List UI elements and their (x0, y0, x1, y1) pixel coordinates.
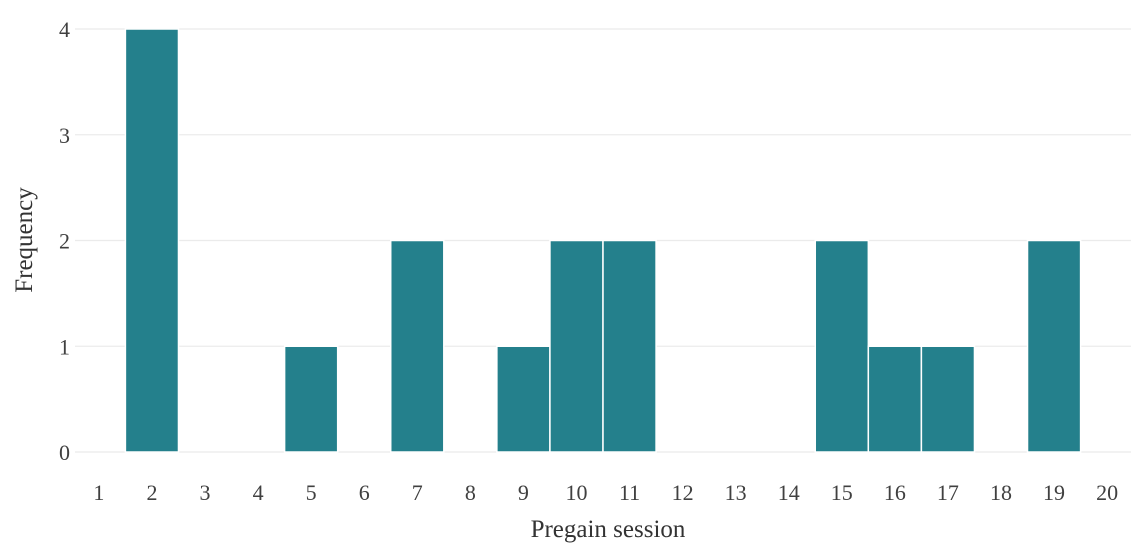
y-tick-label: 4 (59, 17, 70, 42)
bar-session-2 (124, 28, 180, 453)
x-tick-label: 2 (146, 480, 157, 505)
x-tick-label: 20 (1096, 480, 1118, 505)
y-tick-labels: 0 1 2 3 4 (59, 17, 70, 465)
bar-session-19 (1026, 239, 1082, 453)
x-tick-label: 4 (253, 480, 264, 505)
x-tick-label: 7 (412, 480, 423, 505)
bars (124, 28, 1082, 453)
x-tick-label: 5 (306, 480, 317, 505)
y-tick-label: 0 (59, 440, 70, 465)
bar-session-10 (549, 239, 604, 453)
x-tick-label: 17 (937, 480, 959, 505)
y-tick-label: 2 (59, 229, 70, 254)
x-tick-label: 8 (465, 480, 476, 505)
x-tick-label: 6 (359, 480, 370, 505)
bar-session-17 (920, 345, 976, 453)
x-tick-label: 15 (831, 480, 853, 505)
x-tick-labels: 1 2 3 4 5 6 7 8 9 10 11 12 13 14 15 16 17 18 19 20 (93, 480, 1118, 505)
x-tick-label: 16 (884, 480, 906, 505)
bar-session-7 (389, 239, 445, 453)
x-tick-label: 3 (200, 480, 211, 505)
y-tick-label: 3 (59, 123, 70, 148)
x-axis-title: Pregain session (531, 516, 686, 543)
x-tick-label: 1 (93, 480, 104, 505)
bar-session-16 (867, 345, 923, 453)
bar-session-5 (283, 345, 339, 453)
bar-session-11 (602, 239, 657, 453)
x-tick-label: 11 (619, 480, 640, 505)
x-tick-label: 10 (565, 480, 587, 505)
x-tick-label: 18 (990, 480, 1012, 505)
x-tick-label: 19 (1043, 480, 1065, 505)
bar-session-15 (814, 239, 870, 453)
y-axis-title: Frequency (11, 187, 38, 293)
x-tick-label: 13 (725, 480, 747, 505)
bar-session-9 (496, 345, 551, 453)
x-tick-label: 14 (778, 480, 800, 505)
x-tick-label: 9 (518, 480, 529, 505)
y-tick-label: 1 (59, 334, 70, 359)
x-tick-label: 12 (672, 480, 694, 505)
